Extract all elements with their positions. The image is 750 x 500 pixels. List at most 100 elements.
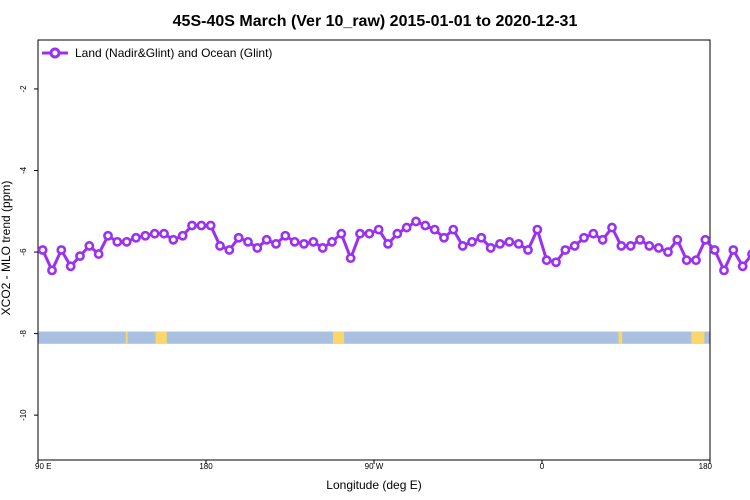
- data-point-43: [439, 232, 449, 243]
- data-point-65: [644, 241, 655, 251]
- data-point-27: [289, 236, 300, 247]
- data-point-47: [476, 232, 487, 243]
- data-point-46: [467, 236, 477, 247]
- data-point-7: [103, 230, 113, 241]
- data-point-0: [37, 245, 48, 255]
- series-group: [37, 216, 750, 276]
- data-point-73: [719, 265, 729, 276]
- data-point-4: [75, 251, 85, 262]
- data-point-22: [243, 236, 253, 247]
- data-point-60: [597, 234, 608, 245]
- data-point-36: [373, 224, 384, 235]
- y-axis-label: XCO2 - MLO trend (ppm): [0, 181, 13, 316]
- y-tick-label-2: -6: [19, 248, 28, 256]
- x-axis-label: Longitude (deg E): [326, 478, 421, 492]
- data-point-51: [513, 238, 524, 249]
- data-point-3: [65, 261, 76, 272]
- data-point-39: [401, 222, 412, 233]
- data-point-6: [93, 249, 104, 259]
- data-point-44: [448, 224, 459, 235]
- data-point-10: [131, 232, 141, 243]
- data-point-19: [215, 241, 225, 251]
- legend: Land (Nadir&Glint) and Ocean (Glint): [42, 46, 272, 60]
- data-point-16: [187, 220, 197, 231]
- data-point-20: [224, 245, 235, 255]
- data-point-49: [495, 238, 505, 249]
- x-tick-label-0: 90 E: [35, 462, 51, 471]
- land-ocean-strip: [38, 331, 710, 344]
- data-point-69: [681, 255, 692, 266]
- data-point-59: [588, 228, 599, 239]
- x-tick-label-1: 180: [199, 462, 213, 471]
- data-point-5: [84, 241, 95, 251]
- data-point-52: [523, 245, 533, 255]
- data-point-45: [457, 241, 468, 251]
- data-point-66: [653, 243, 664, 253]
- land-segment-0: [125, 331, 128, 344]
- data-point-58: [579, 232, 589, 243]
- land-segment-1: [155, 331, 167, 344]
- x-tick-label-2: 90 W: [365, 462, 384, 471]
- y-axis: -2 -4 -6 -8 -10: [19, 85, 38, 421]
- data-point-56: [560, 245, 571, 255]
- data-point-38: [392, 228, 403, 239]
- data-point-18: [205, 220, 216, 231]
- data-point-54: [541, 255, 552, 266]
- data-point-31: [327, 236, 337, 247]
- land-segment-2: [332, 331, 345, 344]
- data-point-12: [149, 228, 160, 239]
- data-point-57: [569, 241, 580, 251]
- y-tick-label-4: -10: [19, 409, 28, 421]
- data-point-48: [485, 243, 496, 253]
- data-point-15: [177, 230, 188, 241]
- ocean-strip: [38, 331, 710, 344]
- data-point-28: [299, 238, 309, 249]
- data-point-35: [364, 228, 375, 239]
- y-tick-label-3: -8: [19, 329, 28, 337]
- data-point-63: [625, 241, 636, 251]
- data-point-13: [159, 228, 169, 239]
- data-point-72: [709, 245, 720, 255]
- data-point-8: [112, 236, 123, 247]
- data-point-17: [196, 220, 207, 231]
- data-point-14: [168, 234, 179, 245]
- data-point-42: [429, 224, 440, 235]
- data-point-61: [607, 222, 617, 233]
- x-axis: 90 E 180 90 W 0 180: [35, 460, 713, 471]
- y-tick-label-0: -2: [19, 85, 28, 93]
- legend-marker: [49, 47, 61, 59]
- data-point-64: [635, 234, 645, 245]
- data-point-26: [280, 230, 291, 241]
- data-point-40: [411, 216, 421, 227]
- data-point-70: [691, 255, 701, 266]
- data-point-24: [261, 234, 272, 245]
- y-tick-label-1: -4: [19, 166, 28, 174]
- data-point-30: [317, 243, 328, 253]
- data-point-29: [308, 236, 319, 247]
- data-point-41: [420, 220, 431, 231]
- data-point-50: [504, 236, 515, 247]
- data-point-37: [383, 238, 393, 249]
- x-tick-label-4: 180: [699, 462, 713, 471]
- legend-entry-label: Land (Nadir&Glint) and Ocean (Glint): [75, 46, 272, 60]
- data-point-33: [345, 253, 356, 264]
- data-point-23: [252, 243, 263, 253]
- land-segment-4: [691, 331, 705, 344]
- data-point-53: [532, 224, 543, 235]
- data-point-68: [672, 234, 683, 245]
- x-tick-label-3: 0: [540, 462, 545, 471]
- data-point-2: [56, 245, 67, 255]
- data-point-32: [336, 228, 347, 239]
- data-point-67: [663, 247, 673, 257]
- data-point-55: [551, 257, 561, 268]
- data-point-25: [271, 238, 281, 249]
- data-point-9: [121, 236, 132, 247]
- data-point-75: [737, 261, 748, 272]
- data-point-71: [700, 234, 711, 245]
- data-point-1: [47, 265, 57, 276]
- chart-title: 45S-40S March (Ver 10_raw) 2015-01-01 to…: [173, 13, 578, 30]
- data-point-34: [355, 228, 365, 239]
- data-point-21: [233, 232, 244, 243]
